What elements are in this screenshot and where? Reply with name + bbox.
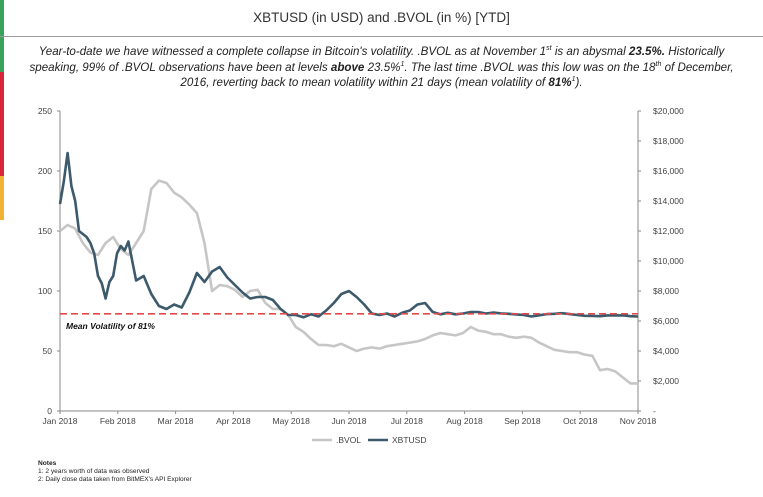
- summary-p4-sup: 1: [400, 60, 405, 68]
- x-tick-label: Feb 2018: [100, 416, 136, 426]
- mean-volatility-label: Mean Volatility of 81%: [66, 321, 155, 331]
- legend-bvol-label: .BVOL: [336, 435, 361, 445]
- right-tick-label: $8,000: [653, 286, 679, 296]
- summary-p3-bold: above: [330, 60, 365, 74]
- left-tick-label: 150: [38, 226, 52, 236]
- right-tick-label: $10,000: [653, 256, 684, 266]
- summary-p3: Historically speaking, 99% of .BVOL obse…: [29, 45, 725, 74]
- x-tick-label: Oct 2018: [563, 416, 598, 426]
- right-tick-label: $2,000: [653, 376, 679, 386]
- summary-p4: 23.5%: [364, 60, 401, 74]
- x-tick-label: Jul 2018: [391, 416, 423, 426]
- left-tick-label: 100: [38, 286, 52, 296]
- x-tick-label: Nov 2018: [620, 416, 657, 426]
- left-tick-label: 250: [38, 106, 52, 116]
- accent-bar-yellow: [0, 176, 4, 220]
- summary-p1: Year-to-date we have witnessed a complet…: [38, 45, 547, 58]
- right-tick-label: -: [653, 406, 656, 416]
- chart: 0 50 100 150 200 250 - $2,000 $4,000 $6,000 $8,000…: [38, 106, 684, 445]
- summary-text: Year-to-date we have witnessed a complet…: [24, 44, 739, 91]
- series-xbtusd-line: [58, 151, 639, 319]
- summary-p6: of December, 2016, reverting back to mea…: [180, 60, 734, 90]
- summary-p6-bold: 81%: [548, 76, 572, 89]
- summary-p5-sup: th: [655, 60, 662, 68]
- accent-bar-red: [0, 72, 4, 176]
- x-tick-label: Mar 2018: [158, 416, 194, 426]
- x-tick-label: May 2018: [273, 416, 311, 426]
- notes-line-2: 2: Daily close data taken from BitMEX's …: [38, 476, 192, 483]
- right-tick-label: $16,000: [653, 166, 684, 176]
- x-tick-label: Apr 2018: [216, 416, 251, 426]
- right-tick-label: $12,000: [653, 226, 684, 236]
- notes-heading: Notes: [38, 460, 57, 467]
- summary-p1-sup: st: [546, 45, 552, 53]
- legend-xbtusd-label: XBTUSD: [392, 435, 426, 445]
- left-tick-label: 200: [38, 166, 52, 176]
- x-tick-label: Jan 2018: [43, 416, 78, 426]
- right-tick-label: $20,000: [653, 106, 684, 116]
- summary-p6-sup: 1: [571, 76, 576, 84]
- right-tick-label: $18,000: [653, 136, 684, 146]
- page-title: XBTUSD (in USD) and .BVOL (in %) [YTD]: [253, 10, 510, 25]
- left-tick-label: 50: [43, 346, 53, 356]
- x-tick-label: Jun 2018: [332, 416, 367, 426]
- right-tick-label: $6,000: [653, 316, 679, 326]
- summary-p7: ).: [575, 76, 583, 89]
- notes-line-1: 1: 2 years worth of data was observed: [38, 468, 150, 475]
- title-divider: [0, 36, 763, 37]
- right-tick-label: $4,000: [653, 346, 679, 356]
- summary-p5: . The last time .BVOL was this low was o…: [404, 60, 656, 74]
- right-tick-label: $14,000: [653, 196, 684, 206]
- notes: Notes 1: 2 years worth of data was obser…: [38, 460, 192, 484]
- x-tick-label: Aug 2018: [446, 416, 483, 426]
- summary-p2-bold: 23.5%.: [628, 45, 666, 58]
- series-bvol-line: [59, 179, 638, 385]
- summary-p2: is an abysmal: [551, 45, 629, 58]
- left-tick-label: 0: [47, 406, 52, 416]
- x-tick-label: Sep 2018: [504, 416, 541, 426]
